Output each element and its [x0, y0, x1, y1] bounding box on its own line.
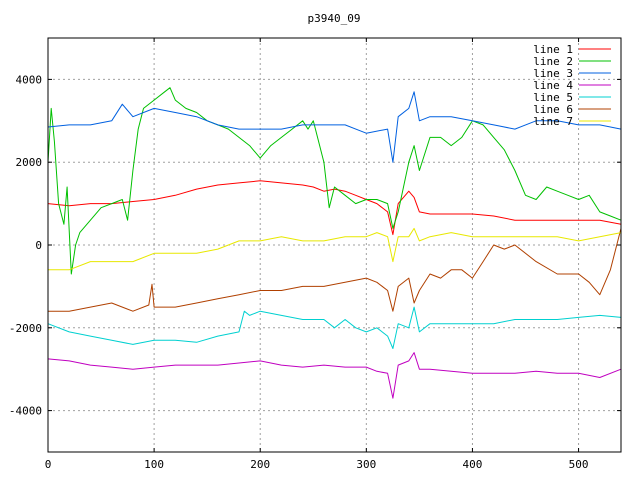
y-tick-label: 4000: [16, 73, 43, 86]
x-tick-label: 200: [250, 458, 270, 471]
legend-label-2: line 2: [533, 55, 573, 68]
axis-ticks: 0 100 200 300 400 500 -4000 -2000 0 2000 4000: [9, 38, 621, 471]
chart-title: p3940_09: [308, 12, 361, 25]
x-tick-label: 500: [569, 458, 589, 471]
legend-label-1: line 1: [533, 43, 573, 56]
series-line-3: [47, 91, 622, 163]
series-line-5: [47, 306, 622, 349]
series-line-4: [47, 352, 622, 399]
legend-label-4: line 4: [533, 79, 573, 92]
y-tick-label: 0: [35, 239, 42, 252]
y-tick-label: -2000: [9, 322, 42, 335]
plot-frame: [47, 37, 622, 453]
y-tick-label: 2000: [16, 156, 43, 169]
series-layer: [47, 87, 622, 399]
x-tick-label: 0: [45, 458, 52, 471]
legend-label-7: line 7: [533, 115, 573, 128]
legend-label-3: line 3: [533, 67, 573, 80]
legend-label-5: line 5: [533, 91, 573, 104]
y-tick-label: -4000: [9, 405, 42, 418]
x-tick-label: 400: [463, 458, 483, 471]
series-line-1: [47, 180, 622, 236]
series-line-7: [48, 227, 622, 271]
x-tick-label: 300: [356, 458, 376, 471]
legend-label-6: line 6: [533, 103, 573, 116]
x-tick-label: 100: [144, 458, 164, 471]
series-line-6: [48, 228, 622, 312]
